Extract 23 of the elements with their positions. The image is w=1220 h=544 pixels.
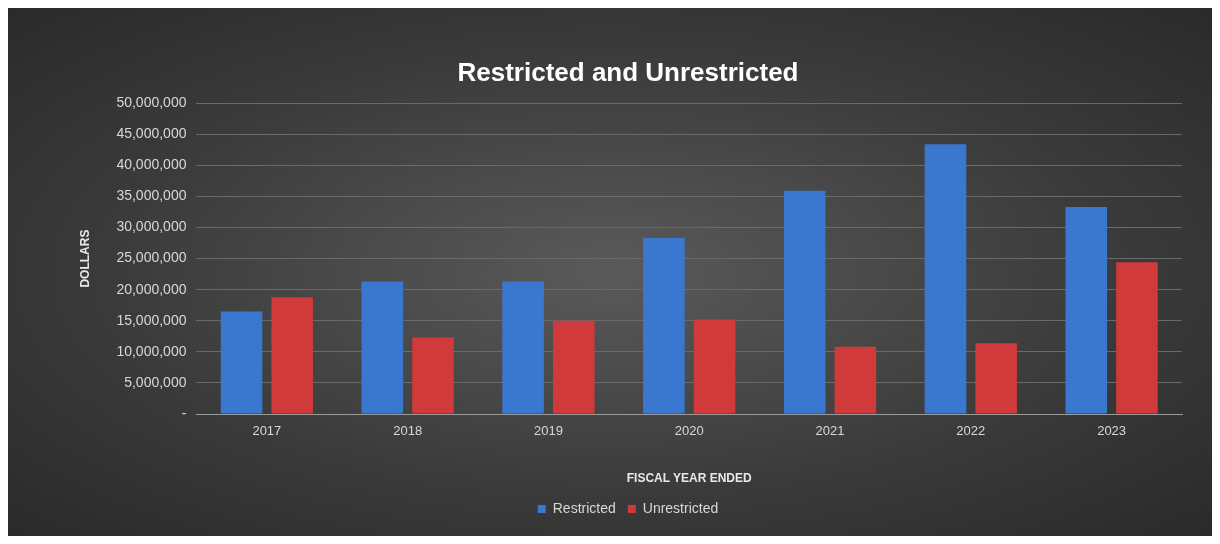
y-tick-label: 5,000,000 — [124, 373, 187, 390]
chart-title: Restricted and Unrestricted — [457, 56, 799, 87]
y-tick-label: 45,000,000 — [116, 125, 187, 142]
y-tick-label: - — [181, 404, 187, 421]
x-tick-label: 2022 — [956, 423, 986, 439]
x-tick-label: 2020 — [674, 423, 704, 439]
legend-label: Restricted — [552, 499, 616, 516]
x-tick-label: 2019 — [533, 423, 563, 439]
y-tick-label: 10,000,000 — [116, 342, 187, 359]
y-tick-label: 50,000,000 — [116, 94, 187, 111]
x-tick-label: 2017 — [252, 423, 282, 439]
y-tick-label: 30,000,000 — [116, 218, 187, 235]
y-axis-title: DOLLARS — [77, 229, 92, 288]
x-tick-label: 2018 — [393, 423, 423, 439]
legend-label: Unrestricted — [642, 499, 719, 516]
y-tick-label: 40,000,000 — [116, 156, 187, 173]
y-tick-label: 25,000,000 — [116, 249, 187, 266]
y-tick-label: 35,000,000 — [116, 187, 187, 204]
y-tick-label: 20,000,000 — [116, 280, 187, 297]
y-tick-label: 15,000,000 — [116, 311, 187, 328]
x-axis-title: FISCAL YEAR ENDED — [626, 471, 753, 486]
x-tick-label: 2021 — [815, 423, 845, 439]
x-tick-label: 2023 — [1097, 423, 1127, 439]
